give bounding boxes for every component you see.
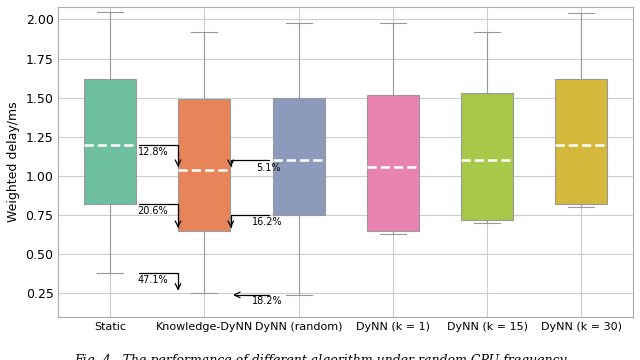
PathPatch shape <box>84 79 136 204</box>
Text: 16.2%: 16.2% <box>252 217 282 228</box>
PathPatch shape <box>273 98 324 215</box>
Text: 18.2%: 18.2% <box>252 296 282 306</box>
Y-axis label: Weighted delay/ms: Weighted delay/ms <box>7 102 20 222</box>
PathPatch shape <box>179 99 230 231</box>
PathPatch shape <box>461 93 513 220</box>
PathPatch shape <box>367 95 419 231</box>
PathPatch shape <box>556 79 607 204</box>
Text: 47.1%: 47.1% <box>138 275 168 285</box>
Text: 12.8%: 12.8% <box>138 147 168 157</box>
Text: 5.1%: 5.1% <box>256 163 281 173</box>
Text: 20.6%: 20.6% <box>138 207 168 216</box>
Text: Fig. 4   The performance of different algorithm under random CPU frequency: Fig. 4 The performance of different algo… <box>74 354 566 360</box>
